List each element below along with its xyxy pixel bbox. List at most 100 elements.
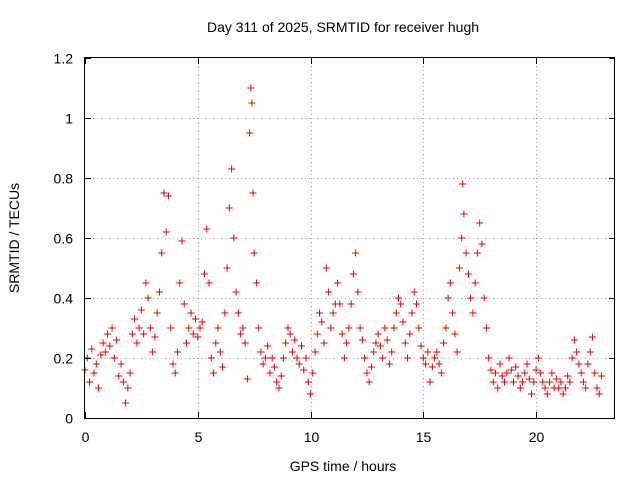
data-point bbox=[537, 369, 545, 377]
data-point bbox=[196, 324, 204, 332]
data-point bbox=[243, 375, 251, 383]
data-point bbox=[435, 360, 443, 368]
data-point bbox=[266, 369, 274, 377]
data-point bbox=[237, 330, 245, 338]
data-point bbox=[182, 339, 190, 347]
data-point bbox=[300, 366, 308, 374]
data-point bbox=[374, 330, 382, 338]
data-point bbox=[473, 249, 481, 257]
data-point bbox=[546, 378, 554, 386]
x-tick-label: 0 bbox=[82, 429, 90, 445]
x-tick-label: 20 bbox=[529, 429, 545, 445]
data-point bbox=[494, 384, 502, 392]
data-point bbox=[397, 300, 405, 308]
data-point bbox=[250, 249, 258, 257]
data-point bbox=[144, 294, 152, 302]
data-point bbox=[214, 324, 222, 332]
data-point bbox=[491, 369, 499, 377]
data-point bbox=[307, 390, 315, 398]
data-point bbox=[394, 294, 402, 302]
data-point bbox=[584, 360, 592, 368]
data-point bbox=[401, 339, 409, 347]
data-point bbox=[568, 354, 576, 362]
data-point bbox=[480, 294, 488, 302]
data-point bbox=[282, 339, 290, 347]
data-point bbox=[433, 348, 441, 356]
data-point bbox=[115, 372, 123, 380]
data-point bbox=[239, 324, 247, 332]
data-point bbox=[99, 339, 107, 347]
data-point bbox=[370, 348, 378, 356]
data-point bbox=[577, 369, 585, 377]
y-tick-label: 1 bbox=[65, 111, 73, 127]
data-point bbox=[212, 339, 220, 347]
data-point bbox=[255, 324, 263, 332]
data-point bbox=[309, 369, 317, 377]
data-point bbox=[185, 324, 193, 332]
data-point bbox=[329, 309, 337, 317]
data-point bbox=[223, 264, 231, 272]
data-point bbox=[410, 288, 418, 296]
data-point bbox=[311, 348, 319, 356]
data-point bbox=[478, 240, 486, 248]
data-point bbox=[453, 348, 461, 356]
data-point bbox=[345, 324, 353, 332]
data-point bbox=[92, 360, 100, 368]
data-point bbox=[455, 264, 463, 272]
data-point bbox=[225, 204, 233, 212]
data-point bbox=[519, 378, 527, 386]
data-point bbox=[117, 360, 125, 368]
data-point bbox=[582, 384, 590, 392]
data-point bbox=[110, 354, 118, 362]
data-point bbox=[365, 378, 373, 386]
data-point bbox=[510, 378, 518, 386]
y-axis-label: SRMTID / TECUs bbox=[6, 183, 22, 293]
data-point bbox=[514, 372, 522, 380]
data-point bbox=[469, 309, 477, 317]
data-point bbox=[151, 333, 159, 341]
data-point bbox=[408, 309, 416, 317]
data-point bbox=[234, 309, 242, 317]
data-point bbox=[124, 384, 132, 392]
data-point bbox=[446, 279, 454, 287]
data-point bbox=[318, 318, 326, 326]
data-point bbox=[363, 369, 371, 377]
data-point bbox=[270, 363, 278, 371]
data-point bbox=[507, 366, 515, 374]
data-point bbox=[86, 378, 94, 386]
data-point bbox=[573, 348, 581, 356]
data-point bbox=[352, 249, 360, 257]
data-point bbox=[106, 342, 114, 350]
y-tick-label: 0.4 bbox=[54, 291, 74, 307]
data-point bbox=[399, 318, 407, 326]
data-point bbox=[268, 354, 276, 362]
data-point bbox=[449, 309, 457, 317]
data-point bbox=[247, 84, 255, 92]
data-point bbox=[221, 309, 229, 317]
data-point bbox=[322, 264, 330, 272]
data-point bbox=[521, 369, 529, 377]
x-axis-label: GPS time / hours bbox=[290, 458, 397, 474]
data-point bbox=[302, 354, 310, 362]
data-point bbox=[528, 390, 536, 398]
data-point bbox=[219, 363, 227, 371]
data-point bbox=[327, 324, 335, 332]
data-point bbox=[119, 378, 127, 386]
data-point bbox=[548, 369, 556, 377]
data-point bbox=[489, 378, 497, 386]
data-point bbox=[178, 237, 186, 245]
data-point bbox=[160, 189, 168, 197]
data-points bbox=[81, 84, 605, 407]
data-point bbox=[293, 354, 301, 362]
data-point bbox=[325, 288, 333, 296]
data-point bbox=[108, 324, 116, 332]
data-point bbox=[288, 348, 296, 356]
data-point bbox=[532, 366, 540, 374]
data-point bbox=[320, 339, 328, 347]
data-point bbox=[367, 363, 375, 371]
data-point bbox=[189, 330, 197, 338]
data-point bbox=[419, 354, 427, 362]
data-point bbox=[354, 288, 362, 296]
data-point bbox=[171, 369, 179, 377]
data-point bbox=[381, 324, 389, 332]
